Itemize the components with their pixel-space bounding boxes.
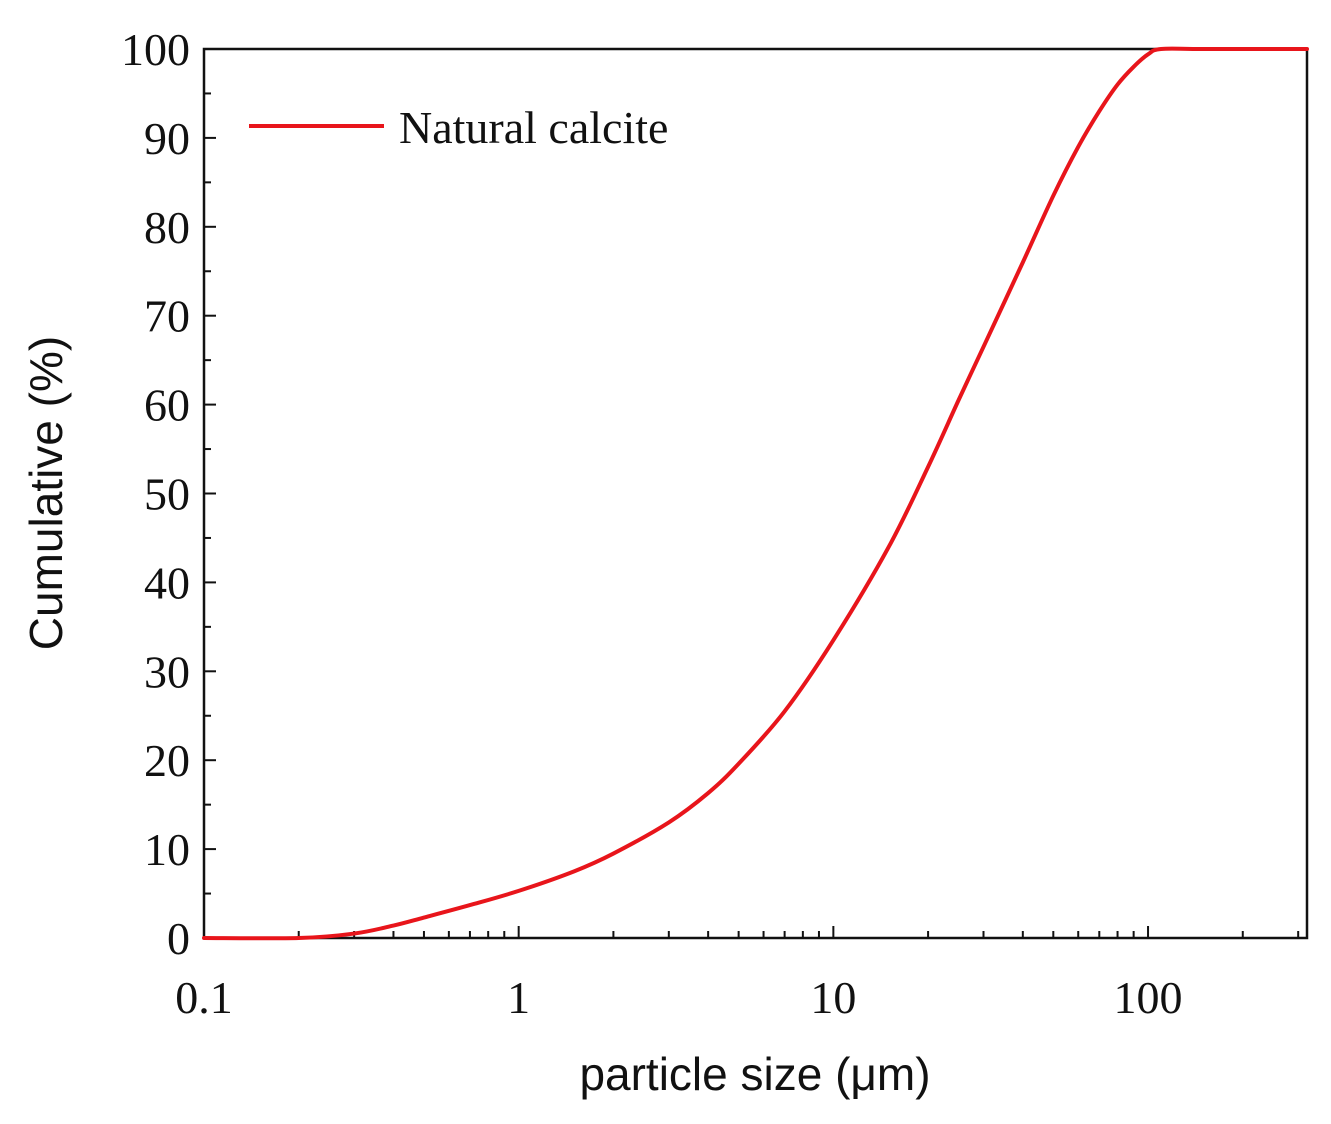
y-axis: 0 10 20 30 40 50 60 70 80 90 100 bbox=[121, 24, 216, 964]
y-tick-label: 60 bbox=[144, 380, 190, 431]
y-tick-label: 0 bbox=[167, 913, 190, 964]
y-tick-label: 40 bbox=[144, 557, 190, 608]
series-line-natural-calcite bbox=[202, 46, 1309, 941]
series-layer bbox=[202, 46, 1309, 941]
x-axis: 0.1 1 10 100 bbox=[175, 926, 1300, 1023]
y-axis-title: Cumulative (%) bbox=[20, 336, 72, 650]
y-tick-label: 70 bbox=[144, 291, 190, 342]
legend-label-natural-calcite: Natural calcite bbox=[399, 102, 668, 153]
y-tick-label: 30 bbox=[144, 646, 190, 697]
plot-area bbox=[202, 47, 1309, 940]
y-tick-label: 80 bbox=[144, 202, 190, 253]
x-axis-title: particle size (μm) bbox=[579, 1048, 930, 1100]
legend: Natural calcite bbox=[249, 102, 668, 153]
y-tick-label: 100 bbox=[121, 24, 190, 75]
x-tick-label: 10 bbox=[810, 972, 856, 1023]
x-tick-label: 100 bbox=[1114, 972, 1183, 1023]
y-tick-label: 10 bbox=[144, 824, 190, 875]
plot-frame bbox=[202, 47, 1309, 940]
x-tick-label: 1 bbox=[507, 972, 530, 1023]
x-tick-label: 0.1 bbox=[175, 972, 233, 1023]
y-tick-label: 20 bbox=[144, 735, 190, 786]
y-tick-label: 50 bbox=[144, 469, 190, 520]
y-tick-label: 90 bbox=[144, 113, 190, 164]
